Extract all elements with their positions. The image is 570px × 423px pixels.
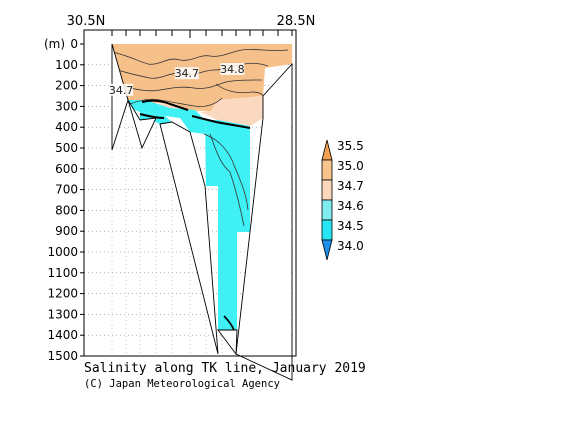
y-tick-label: 700 bbox=[55, 183, 78, 197]
contour-label-bg bbox=[220, 63, 245, 76]
colorbar-label: 34.0 bbox=[337, 239, 364, 253]
y-axis-ticks: 0 100 200 300 400 500 600 700 800 900 1000 1100 1200… bbox=[47, 37, 84, 363]
contour-line bbox=[129, 97, 223, 107]
contour-label: 34.7 bbox=[175, 67, 200, 80]
y-tick-label: 600 bbox=[55, 162, 78, 176]
y-tick-label: 1500 bbox=[47, 349, 78, 363]
y-tick-label: 400 bbox=[55, 120, 78, 134]
y-tick-label: 200 bbox=[55, 79, 78, 93]
colorbar-segment bbox=[321, 179, 333, 201]
salinity-region-low-left bbox=[128, 100, 205, 134]
y-tick-label: 100 bbox=[55, 58, 78, 72]
bottom-mask-notch-2 bbox=[159, 121, 219, 355]
bottom-mask-notch-1 bbox=[127, 99, 157, 150]
contour-label-bg bbox=[109, 83, 134, 96]
y-tick-label: 0 bbox=[70, 37, 78, 51]
salinity-region-high bbox=[112, 44, 292, 112]
colorbar-label: 34.5 bbox=[337, 219, 364, 233]
y-tick-label: 1000 bbox=[47, 245, 78, 259]
y-tick-label: 1100 bbox=[47, 266, 78, 280]
contour-label-bg bbox=[174, 67, 199, 80]
y-tick-label: 1200 bbox=[47, 287, 78, 301]
colorbar-segment bbox=[321, 139, 333, 161]
colorbar-label: 35.5 bbox=[337, 139, 364, 153]
bottom-topography bbox=[111, 43, 293, 381]
colorbar-segment bbox=[321, 239, 333, 261]
contour-line bbox=[203, 133, 249, 211]
contour-line bbox=[123, 79, 263, 92]
chart-credit: (C) Japan Meteorological Agency bbox=[84, 378, 280, 390]
y-axis-unit-label: (m) bbox=[44, 37, 65, 51]
y-tick-label: 300 bbox=[55, 99, 78, 113]
colorbar-label: 34.7 bbox=[337, 179, 364, 193]
y-tick-label: 500 bbox=[55, 141, 78, 155]
contour-line bbox=[209, 133, 245, 227]
contour-line bbox=[223, 315, 235, 331]
colorbar-segment bbox=[321, 159, 333, 181]
y-tick-label: 900 bbox=[55, 224, 78, 238]
y-tick-label: 1400 bbox=[47, 328, 78, 342]
contour-line bbox=[117, 62, 269, 79]
contour-labels: 34.7 34.8 34.7 bbox=[109, 63, 245, 97]
y-tick-label: 800 bbox=[55, 203, 78, 217]
colorbar-segment bbox=[321, 199, 333, 221]
colorbar-segment bbox=[321, 219, 333, 241]
colorbar-label: 34.6 bbox=[337, 199, 364, 213]
y-tick-label: 1300 bbox=[47, 307, 78, 321]
contour-label: 34.7 bbox=[109, 84, 134, 97]
contour-line bbox=[215, 83, 265, 97]
bottom-mask-left bbox=[111, 43, 129, 151]
chart-title: Salinity along TK line, January 2019 bbox=[84, 361, 366, 376]
colorbar: 35.5 35.0 34.7 34.6 34.5 34.0 bbox=[321, 139, 364, 261]
plot-frame bbox=[83, 29, 297, 357]
bottom-mask-deep bbox=[217, 329, 238, 356]
salinity-region-low-deep bbox=[205, 120, 250, 330]
contour-line-bold bbox=[139, 113, 165, 119]
colorbar-label: 35.0 bbox=[337, 159, 364, 173]
x-axis-right-label: 28.5N bbox=[277, 14, 316, 29]
x-axis-left-label: 30.5N bbox=[67, 14, 106, 29]
contour-line bbox=[111, 49, 289, 65]
contour-line-bold bbox=[141, 99, 251, 129]
contour-label: 34.8 bbox=[220, 63, 245, 76]
contour-lines bbox=[111, 49, 289, 331]
